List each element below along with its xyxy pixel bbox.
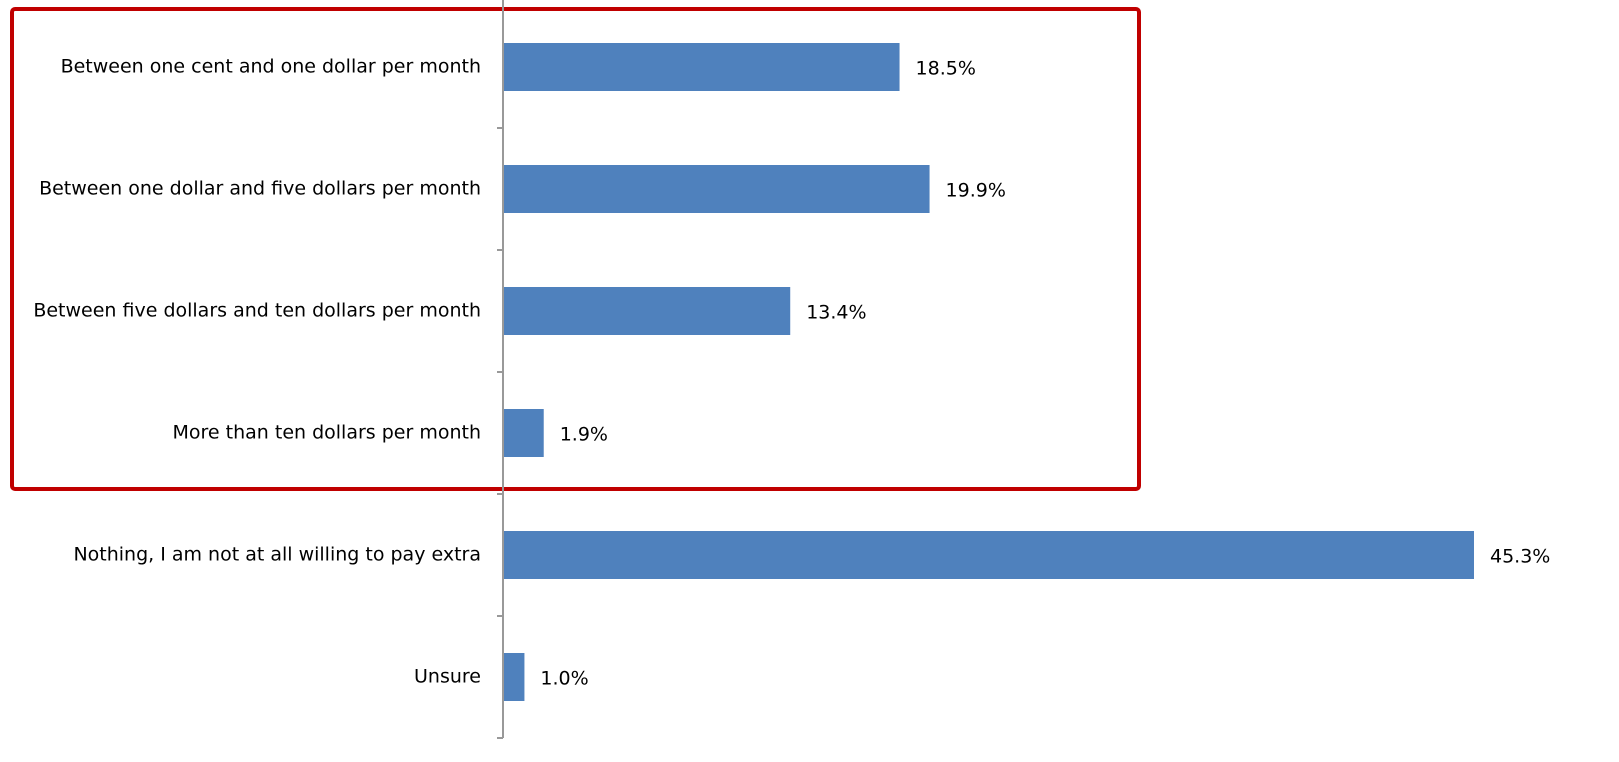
value-label: 1.9%: [560, 424, 608, 446]
bar: [504, 653, 525, 701]
value-label: 18.5%: [916, 58, 976, 80]
bar: [504, 287, 791, 335]
category-label: Nothing, I am not at all willing to pay …: [73, 544, 481, 566]
bar: [504, 409, 544, 457]
value-label: 13.4%: [806, 302, 866, 324]
bar: [504, 531, 1474, 579]
value-label: 19.9%: [946, 180, 1006, 202]
category-label: Unsure: [414, 666, 481, 688]
value-label: 45.3%: [1490, 546, 1550, 568]
category-label: More than ten dollars per month: [173, 422, 481, 444]
category-label: Between five dollars and ten dollars per…: [33, 300, 481, 322]
bar: [504, 165, 930, 213]
category-label: Between one cent and one dollar per mont…: [61, 56, 481, 78]
highlight-box: [10, 7, 1141, 491]
category-label: Between one dollar and five dollars per …: [39, 178, 481, 200]
value-label: 1.0%: [540, 668, 588, 690]
bar: [504, 43, 900, 91]
